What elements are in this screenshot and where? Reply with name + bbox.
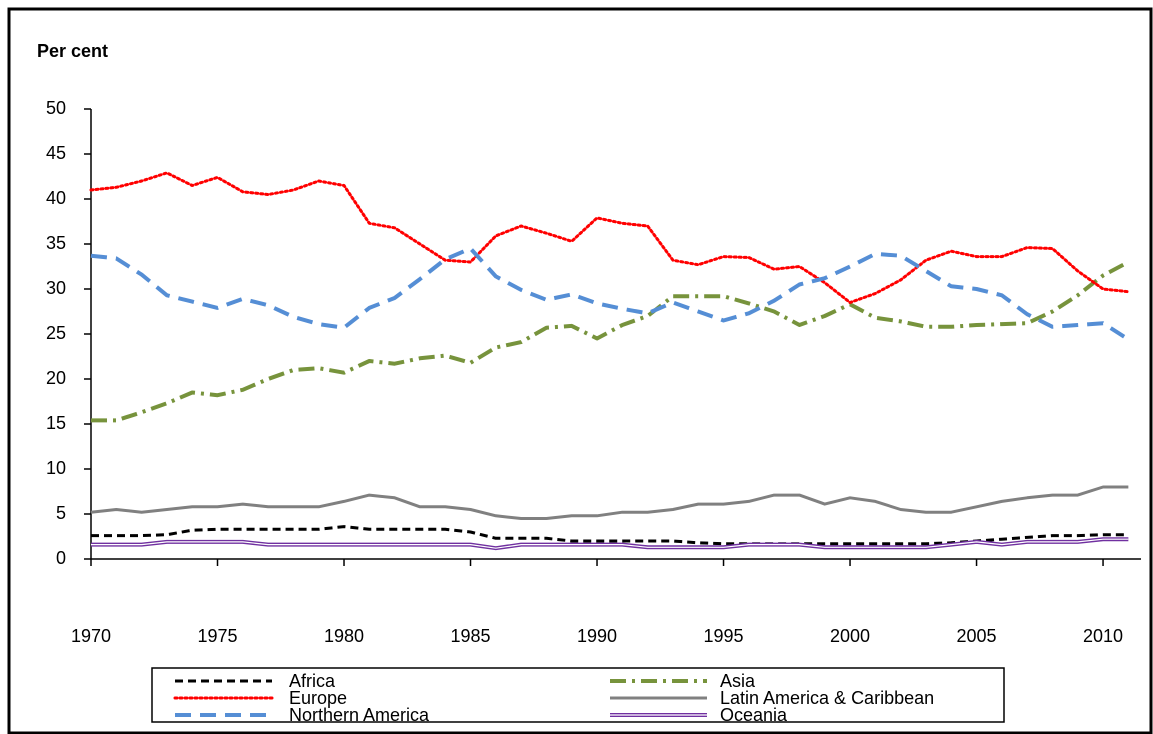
y-tick-label: 45 xyxy=(46,143,66,163)
legend-label: Africa xyxy=(289,671,336,691)
x-tick-label: 1995 xyxy=(704,626,744,646)
y-tick-label: 40 xyxy=(46,188,66,208)
legend-label: Europe xyxy=(289,688,347,708)
series-line-inner xyxy=(91,538,1129,549)
y-tick-label: 0 xyxy=(56,548,66,568)
x-tick-label: 2010 xyxy=(1083,626,1123,646)
x-tick-label: 1970 xyxy=(71,626,111,646)
legend-box xyxy=(151,667,1005,723)
y-tick-label: 10 xyxy=(46,458,66,478)
y-tick-label: 5 xyxy=(56,503,66,523)
y-tick-label: 25 xyxy=(46,323,66,343)
x-tick-label: 1980 xyxy=(324,626,364,646)
legend-label: Latin America & Caribbean xyxy=(720,688,934,708)
x-tick-label: 1975 xyxy=(197,626,237,646)
y-tick-label: 15 xyxy=(46,413,66,433)
y-tick-label: 35 xyxy=(46,233,66,253)
legend-label: Oceania xyxy=(720,705,788,725)
series-line xyxy=(89,171,1130,304)
y-tick-label: 50 xyxy=(46,98,66,118)
legend-label: Asia xyxy=(720,671,756,691)
x-tick-label: 2005 xyxy=(957,626,997,646)
series-line xyxy=(90,485,1129,520)
series-line xyxy=(90,246,1130,342)
y-axis-label: Per cent xyxy=(37,41,108,61)
chart-frame xyxy=(7,7,1153,734)
y-tick-label: 20 xyxy=(46,368,66,388)
legend-label: Northern America xyxy=(289,705,430,725)
x-tick-label: 2000 xyxy=(830,626,870,646)
y-tick-label: 30 xyxy=(46,278,66,298)
x-tick-label: 1990 xyxy=(577,626,617,646)
x-tick-label: 1985 xyxy=(450,626,490,646)
series-line xyxy=(91,525,1129,546)
